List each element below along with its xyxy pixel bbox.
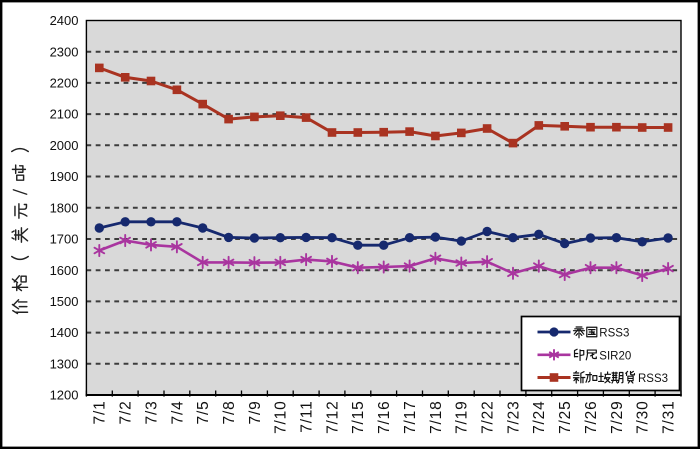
svg-text:2400: 2400 (50, 13, 79, 28)
svg-text:7/23: 7/23 (505, 401, 522, 434)
svg-text:7/22: 7/22 (480, 401, 497, 434)
svg-text:7/19: 7/19 (454, 401, 471, 434)
svg-text:2200: 2200 (50, 76, 79, 91)
svg-text:7/29: 7/29 (609, 401, 626, 434)
svg-text:7/1: 7/1 (92, 401, 109, 425)
svg-text:7/2: 7/2 (118, 401, 135, 425)
svg-text:7/16: 7/16 (376, 401, 393, 434)
svg-text:7/17: 7/17 (402, 401, 419, 434)
svg-text:1400: 1400 (50, 325, 79, 340)
svg-text:2100: 2100 (50, 107, 79, 122)
svg-text:7/24: 7/24 (531, 401, 548, 434)
svg-text:7/25: 7/25 (557, 401, 574, 434)
svg-text:RSS3: RSS3 (638, 373, 668, 385)
svg-text:1300: 1300 (50, 356, 79, 371)
svg-text:7/3: 7/3 (143, 401, 160, 425)
svg-text:1500: 1500 (50, 294, 79, 309)
svg-text:2300: 2300 (50, 44, 79, 59)
svg-text:2000: 2000 (50, 138, 79, 153)
svg-text:7/5: 7/5 (195, 401, 212, 425)
svg-text:7/26: 7/26 (583, 401, 600, 434)
svg-text:1200: 1200 (50, 388, 79, 403)
svg-text:7/18: 7/18 (428, 401, 445, 434)
svg-text:7/15: 7/15 (350, 401, 367, 434)
svg-text:7/9: 7/9 (247, 401, 264, 425)
svg-text:1600: 1600 (50, 263, 79, 278)
svg-text:1700: 1700 (50, 232, 79, 247)
svg-text:RSS3: RSS3 (599, 328, 629, 340)
svg-text:7/31: 7/31 (661, 401, 678, 434)
svg-text:7/30: 7/30 (635, 401, 652, 434)
svg-text:7/12: 7/12 (324, 401, 341, 434)
svg-text:7/4: 7/4 (169, 401, 186, 425)
svg-text:1900: 1900 (50, 169, 79, 184)
svg-text:1800: 1800 (50, 200, 79, 215)
svg-text:7/10: 7/10 (273, 401, 290, 434)
svg-text:SIR20: SIR20 (599, 350, 631, 362)
svg-text:7/11: 7/11 (299, 401, 316, 433)
svg-text:7/8: 7/8 (221, 401, 238, 425)
